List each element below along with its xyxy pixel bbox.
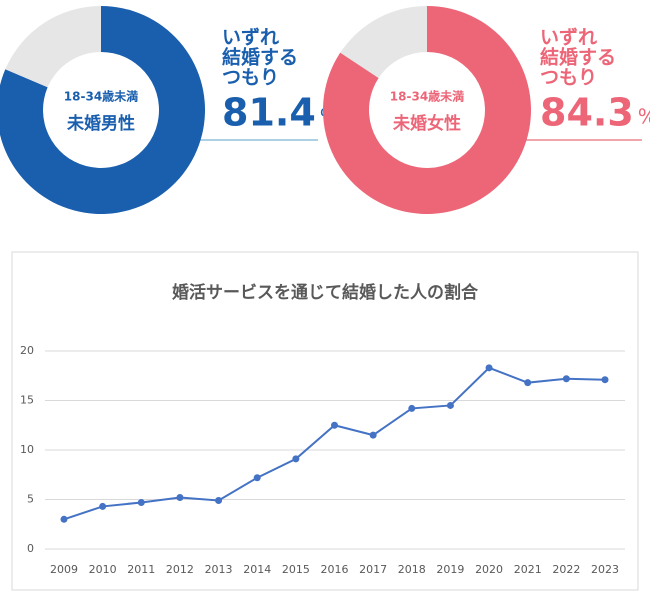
center-title: 未婚男性 xyxy=(66,113,135,134)
data-point xyxy=(524,379,532,387)
x-tick-label: 2021 xyxy=(514,563,542,576)
donut-slice xyxy=(0,6,205,214)
data-point xyxy=(215,496,223,504)
caption-line: 結婚する xyxy=(222,46,298,69)
caption-line: いずれ xyxy=(222,27,279,49)
donut-slice xyxy=(340,6,427,78)
data-point xyxy=(176,494,184,502)
center-subtitle: 18-34歳未満 xyxy=(390,89,464,104)
caption-line: 結婚する xyxy=(540,46,616,69)
x-tick-label: 2012 xyxy=(166,563,194,576)
percent-value: 81.4 xyxy=(222,91,316,135)
x-tick-label: 2014 xyxy=(243,563,271,576)
caption-line: つもり xyxy=(222,67,279,89)
donut-slice xyxy=(5,6,101,88)
data-point xyxy=(408,404,416,412)
data-point xyxy=(60,515,68,523)
donut-slice xyxy=(323,6,532,214)
y-tick-label: 5 xyxy=(27,493,34,506)
center-subtitle: 18-34歳未満 xyxy=(64,89,138,104)
x-tick-label: 2011 xyxy=(127,563,155,576)
caption-line: いずれ xyxy=(540,27,597,49)
chart-frame xyxy=(11,251,639,591)
percent-unit: % xyxy=(638,105,650,129)
x-tick-label: 2020 xyxy=(475,563,503,576)
x-tick-label: 2019 xyxy=(436,563,464,576)
x-tick-label: 2016 xyxy=(321,563,349,576)
percent-value: 84.3 xyxy=(540,91,634,135)
data-point xyxy=(369,431,377,439)
x-tick-label: 2017 xyxy=(359,563,387,576)
x-tick-label: 2023 xyxy=(591,563,619,576)
y-tick-label: 10 xyxy=(20,443,34,456)
data-point xyxy=(253,474,261,482)
y-tick-label: 15 xyxy=(20,394,34,407)
data-line xyxy=(63,366,606,521)
data-point xyxy=(601,376,609,384)
caption-line: つもり xyxy=(540,67,597,89)
data-point xyxy=(446,401,454,409)
x-tick-label: 2013 xyxy=(205,563,233,576)
x-tick-label: 2015 xyxy=(282,563,310,576)
x-tick-label: 2009 xyxy=(50,563,78,576)
data-point xyxy=(137,498,145,506)
center-title: 未婚女性 xyxy=(392,113,461,134)
data-point xyxy=(485,364,493,372)
x-tick-label: 2022 xyxy=(552,563,580,576)
data-point xyxy=(562,375,570,383)
y-tick-label: 0 xyxy=(27,542,34,555)
data-point xyxy=(292,455,300,463)
data-point xyxy=(331,421,338,429)
y-tick-label: 20 xyxy=(20,344,34,357)
data-point xyxy=(99,502,107,510)
x-tick-label: 2018 xyxy=(398,563,426,576)
chart-title: 婚活サービスを通じて結婚した人の割合 xyxy=(172,282,479,303)
x-tick-label: 2010 xyxy=(89,563,117,576)
